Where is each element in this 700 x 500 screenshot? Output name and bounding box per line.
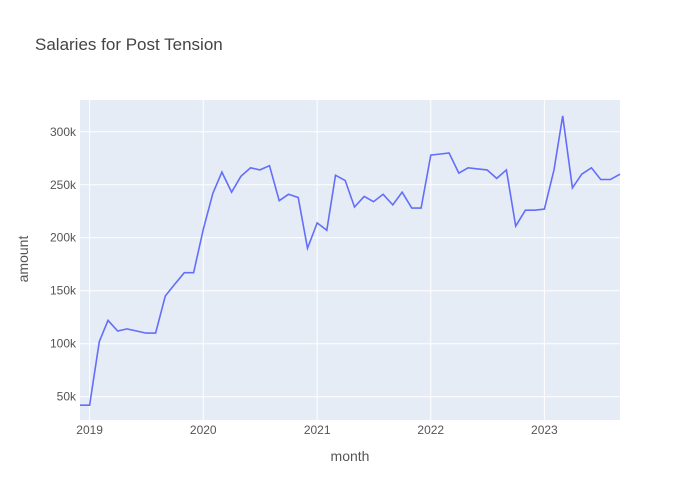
y-tick-label: 100k bbox=[50, 337, 77, 351]
x-tick-labels: 2019 2020 2021 2022 2023 bbox=[76, 423, 558, 437]
y-tick-labels: 50k 100k 150k 200k 250k 300k bbox=[50, 125, 77, 404]
y-tick-label: 300k bbox=[50, 125, 77, 139]
x-tick-label: 2020 bbox=[190, 423, 217, 437]
x-tick-label: 2019 bbox=[76, 423, 103, 437]
y-tick-label: 200k bbox=[50, 231, 77, 245]
plot-area bbox=[80, 100, 620, 420]
x-tick-label: 2021 bbox=[304, 423, 331, 437]
y-tick-label: 50k bbox=[57, 390, 77, 404]
y-axis-title: amount bbox=[15, 236, 31, 283]
series-line bbox=[80, 115, 621, 406]
chart-title: Salaries for Post Tension bbox=[35, 35, 223, 54]
x-tick-label: 2022 bbox=[417, 423, 444, 437]
y-tick-label: 150k bbox=[50, 284, 77, 298]
x-axis-title: month bbox=[331, 448, 370, 464]
y-tick-label: 250k bbox=[50, 178, 77, 192]
x-tick-label: 2023 bbox=[531, 423, 558, 437]
